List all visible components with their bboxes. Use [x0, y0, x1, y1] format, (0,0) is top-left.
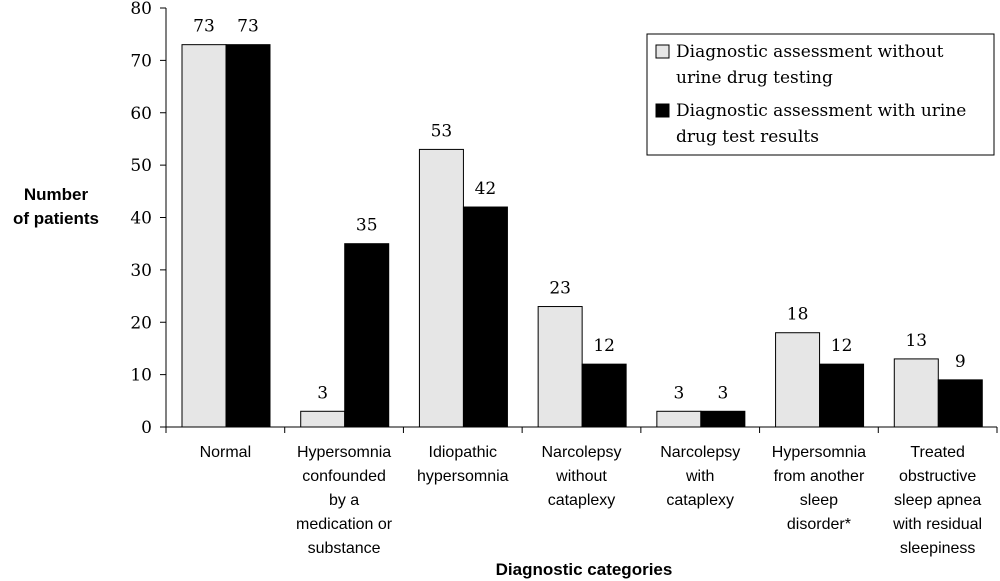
- bar-series-2-6: [819, 363, 865, 428]
- y-tick-label: 40: [130, 209, 152, 229]
- category-label: Hypersomnia confounded by a medication or su…: [296, 444, 393, 557]
- category-label-line: by a: [329, 492, 359, 509]
- y-axis-title: Number of patients: [13, 185, 99, 228]
- data-label: 3: [317, 383, 328, 403]
- bar-series-1-7: [893, 358, 939, 428]
- category-label-line: sleepiness: [900, 540, 976, 557]
- bar-series-1-4: [537, 306, 583, 428]
- data-label: 73: [193, 17, 215, 37]
- y-tick-label: 30: [130, 261, 152, 281]
- legend-label: urine drug testing: [676, 68, 833, 88]
- y-tick-label: 50: [130, 156, 152, 176]
- category-label: Narcolepsy without cataplexy: [541, 444, 621, 509]
- category-label: Hypersomnia from another sleep disorder*: [772, 444, 866, 533]
- category-label-line: obstructive: [899, 468, 976, 485]
- data-label: 12: [593, 336, 615, 356]
- bar-series-1-2: [300, 410, 346, 428]
- data-label: 42: [475, 179, 497, 199]
- data-label: 3: [673, 383, 684, 403]
- bars: [181, 44, 983, 428]
- category-label-line: disorder*: [787, 516, 851, 533]
- category-label-line: cataplexy: [666, 492, 734, 509]
- category-labels: Normal Hypersomnia confounded by a medicatio…: [200, 444, 983, 557]
- data-label: 3: [717, 383, 728, 403]
- category-label-line: with: [685, 468, 714, 485]
- bar-series-2-1: [225, 44, 271, 428]
- bar-series-1-6: [775, 332, 821, 428]
- legend-label: Diagnostic assessment without: [676, 42, 944, 62]
- category-label-line: medication or: [296, 516, 393, 533]
- category-label-line: Hypersomnia: [772, 444, 866, 461]
- category-label: Idiopathic hypersomnia: [417, 444, 509, 485]
- x-axis-title: Diagnostic categories: [496, 560, 673, 579]
- category-label-line: Narcolepsy: [541, 444, 621, 461]
- category-label-line: Narcolepsy: [660, 444, 740, 461]
- bar-series-2-5: [700, 410, 746, 428]
- category-label-line: with residual: [892, 516, 982, 533]
- legend-label: drug test results: [676, 127, 819, 147]
- legend-label: Diagnostic assessment with urine: [676, 101, 966, 121]
- category-label-line: sleep: [800, 492, 838, 509]
- category-label: Treated obstructive sleep apnea with residu…: [892, 444, 982, 557]
- data-label: 23: [549, 279, 571, 299]
- data-label: 18: [787, 305, 809, 325]
- category-label-line: without: [555, 468, 607, 485]
- data-label: 53: [431, 121, 453, 141]
- bar-series-1-3: [418, 148, 464, 428]
- bar-series-2-3: [462, 206, 508, 428]
- category-label-line: sleep apnea: [894, 492, 981, 509]
- category-label-line: hypersomnia: [417, 468, 509, 485]
- bar-series-2-4: [581, 363, 627, 428]
- y-tick-label: 20: [130, 313, 152, 333]
- bar-series-1-1: [181, 44, 227, 428]
- category-label-line: from another: [774, 468, 865, 485]
- y-axis-title-line: Number: [24, 185, 89, 204]
- data-label: 12: [831, 336, 853, 356]
- legend-box: [646, 33, 995, 156]
- bar-series-1-5: [656, 410, 702, 428]
- category-label-line: confounded: [302, 468, 386, 485]
- category-label-line: substance: [308, 540, 381, 557]
- bar-series-2-7: [937, 379, 983, 428]
- category-label: Normal: [200, 444, 252, 461]
- data-label: 9: [955, 352, 966, 372]
- y-tick-label: 60: [130, 104, 152, 124]
- category-label-line: Treated: [910, 444, 965, 461]
- category-label-line: Normal: [200, 444, 252, 461]
- category-label-line: Idiopathic: [429, 444, 498, 461]
- category-label-line: Hypersomnia: [297, 444, 391, 461]
- bar-series-2-2: [344, 243, 390, 428]
- y-axis-title-line: of patients: [13, 209, 99, 228]
- axes: [165, 8, 998, 433]
- data-label: 73: [237, 17, 259, 37]
- category-label: Narcolepsy with cataplexy: [660, 444, 740, 509]
- legend: Diagnostic assessment without urine drug …: [646, 33, 995, 156]
- legend-swatch: [655, 103, 670, 118]
- data-labels: 73 3 53 23 3 18 13 73 35 42 12 3 12 9: [193, 17, 966, 404]
- data-label: 35: [356, 216, 378, 236]
- y-tick-label: 0: [141, 418, 152, 438]
- category-label-line: cataplexy: [548, 492, 616, 509]
- legend-swatch: [655, 44, 670, 59]
- y-tick-label: 70: [130, 51, 152, 71]
- data-label: 13: [905, 331, 927, 351]
- y-axis-ticks: 0 10 20 30 40 50 60 70 80: [130, 0, 166, 438]
- y-tick-label: 80: [130, 0, 152, 19]
- y-tick-label: 10: [130, 366, 152, 386]
